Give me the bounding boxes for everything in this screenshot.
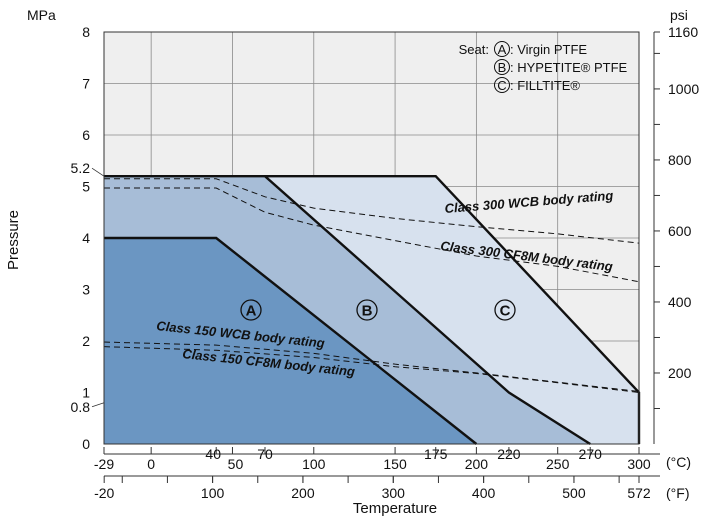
seat-rating-line-0	[104, 236, 478, 445]
x-tick-label-celsius: 70	[257, 446, 273, 462]
y-tick-label-mpa: 4	[82, 230, 90, 246]
y-tick-leader	[91, 402, 105, 408]
y-tick-leader	[91, 167, 105, 177]
x-tick-label-celsius: 50	[228, 456, 244, 472]
x-tick-label-celsius: 250	[546, 456, 570, 472]
x-unit-primary: (°C)	[666, 454, 691, 470]
legend-label-c: : FILLTITE®	[510, 78, 580, 93]
y-tick-label-psi: 200	[668, 365, 692, 381]
x-tick-label-fahrenheit: 100	[201, 485, 225, 501]
y-unit-secondary: psi	[670, 7, 688, 23]
legend-badge-a	[494, 41, 510, 57]
y-tick-label-psi: 600	[668, 223, 692, 239]
x-tick-label-celsius: 100	[302, 456, 326, 472]
region-badge-b	[356, 299, 378, 321]
body-rating-line-5	[103, 341, 640, 392]
seat-regions	[104, 176, 639, 444]
y-unit-primary: MPa	[27, 7, 56, 23]
x-tick-label-celsius: 270	[579, 446, 603, 462]
y-tick-label-mpa: 8	[82, 24, 90, 40]
y-tick-label-mpa: 5.2	[71, 160, 91, 176]
region-badge-a	[240, 299, 262, 321]
region-text-a: A	[246, 303, 257, 320]
legend-title: Seat:	[459, 42, 489, 57]
x-tick-label-fahrenheit: 200	[291, 485, 315, 501]
region-letter-c: C	[494, 299, 516, 321]
y-tick-label-mpa: 0	[82, 436, 90, 452]
x-tick-label-celsius: 40	[205, 446, 221, 462]
y-tick-label-mpa: 2	[82, 333, 90, 349]
body-rating-line-3	[104, 178, 640, 244]
y-tick-label-mpa: 6	[82, 127, 90, 143]
x-tick-label-celsius: 175	[424, 446, 448, 462]
x-tick-label-fahrenheit: 500	[562, 485, 586, 501]
x-tick-label-fahrenheit: 300	[382, 485, 406, 501]
region-a	[104, 238, 477, 444]
y-tick-label-mpa: 3	[82, 282, 90, 298]
x-tick-label-celsius: 300	[627, 456, 651, 472]
region-text-b: B	[362, 303, 373, 320]
x-tick-label-celsius: 200	[465, 456, 489, 472]
y-axis-title: Pressure	[5, 210, 22, 270]
y-tick-label-psi: 400	[668, 294, 692, 310]
x-tick-label-celsius: 150	[383, 456, 407, 472]
y-tick-label-mpa: 0.8	[71, 399, 91, 415]
body-rating-line-6	[103, 346, 640, 393]
legend-entry-b: B : HYPETITE® PTFE	[494, 59, 628, 75]
region-letter-b: B	[356, 299, 378, 321]
y-tick-label-psi: 800	[668, 152, 692, 168]
legend-letter-a: A	[498, 42, 507, 57]
legend-letter-b: B	[498, 60, 507, 75]
body-rating-line-4	[104, 187, 640, 283]
y-tick-label-mpa: 5	[82, 179, 90, 195]
y-tick-label-psi: 1160	[668, 24, 698, 40]
x-unit-secondary: (°F)	[666, 485, 689, 501]
region-badge-c	[494, 299, 516, 321]
legend-label-b: : HYPETITE® PTFE	[510, 60, 628, 75]
y-tick-label-mpa: 1	[82, 385, 90, 401]
x-axis-title: Temperature	[353, 500, 437, 517]
x-tick-label-fahrenheit: -20	[94, 485, 114, 501]
legend-entry-c: C : FILLTITE®	[494, 77, 580, 93]
x-tick-label-fahrenheit: 572	[627, 485, 651, 501]
legend-label-a: : Virgin PTFE	[510, 42, 587, 57]
legend-badge-c	[494, 77, 510, 93]
legend-entry-a: A : Virgin PTFE	[494, 41, 587, 57]
region-text-c: C	[500, 303, 511, 320]
x-tick-label-celsius: 0	[147, 456, 155, 472]
y-tick-label-mpa: 7	[82, 76, 90, 92]
x-tick-label-fahrenheit: 400	[472, 485, 496, 501]
legend: Seat: A : Virgin PTFE B : HYPETITE® PTFE…	[459, 41, 628, 93]
x-tick-label-celsius: 220	[497, 446, 521, 462]
x-tick-label-celsius: -29	[94, 456, 114, 472]
region-letter-a: A	[240, 299, 262, 321]
legend-badge-b	[494, 59, 510, 75]
plot-frame	[103, 31, 640, 445]
legend-letter-c: C	[497, 78, 506, 93]
y-tick-label-psi: 1000	[668, 81, 699, 97]
seat-rating-line-1	[104, 174, 591, 446]
